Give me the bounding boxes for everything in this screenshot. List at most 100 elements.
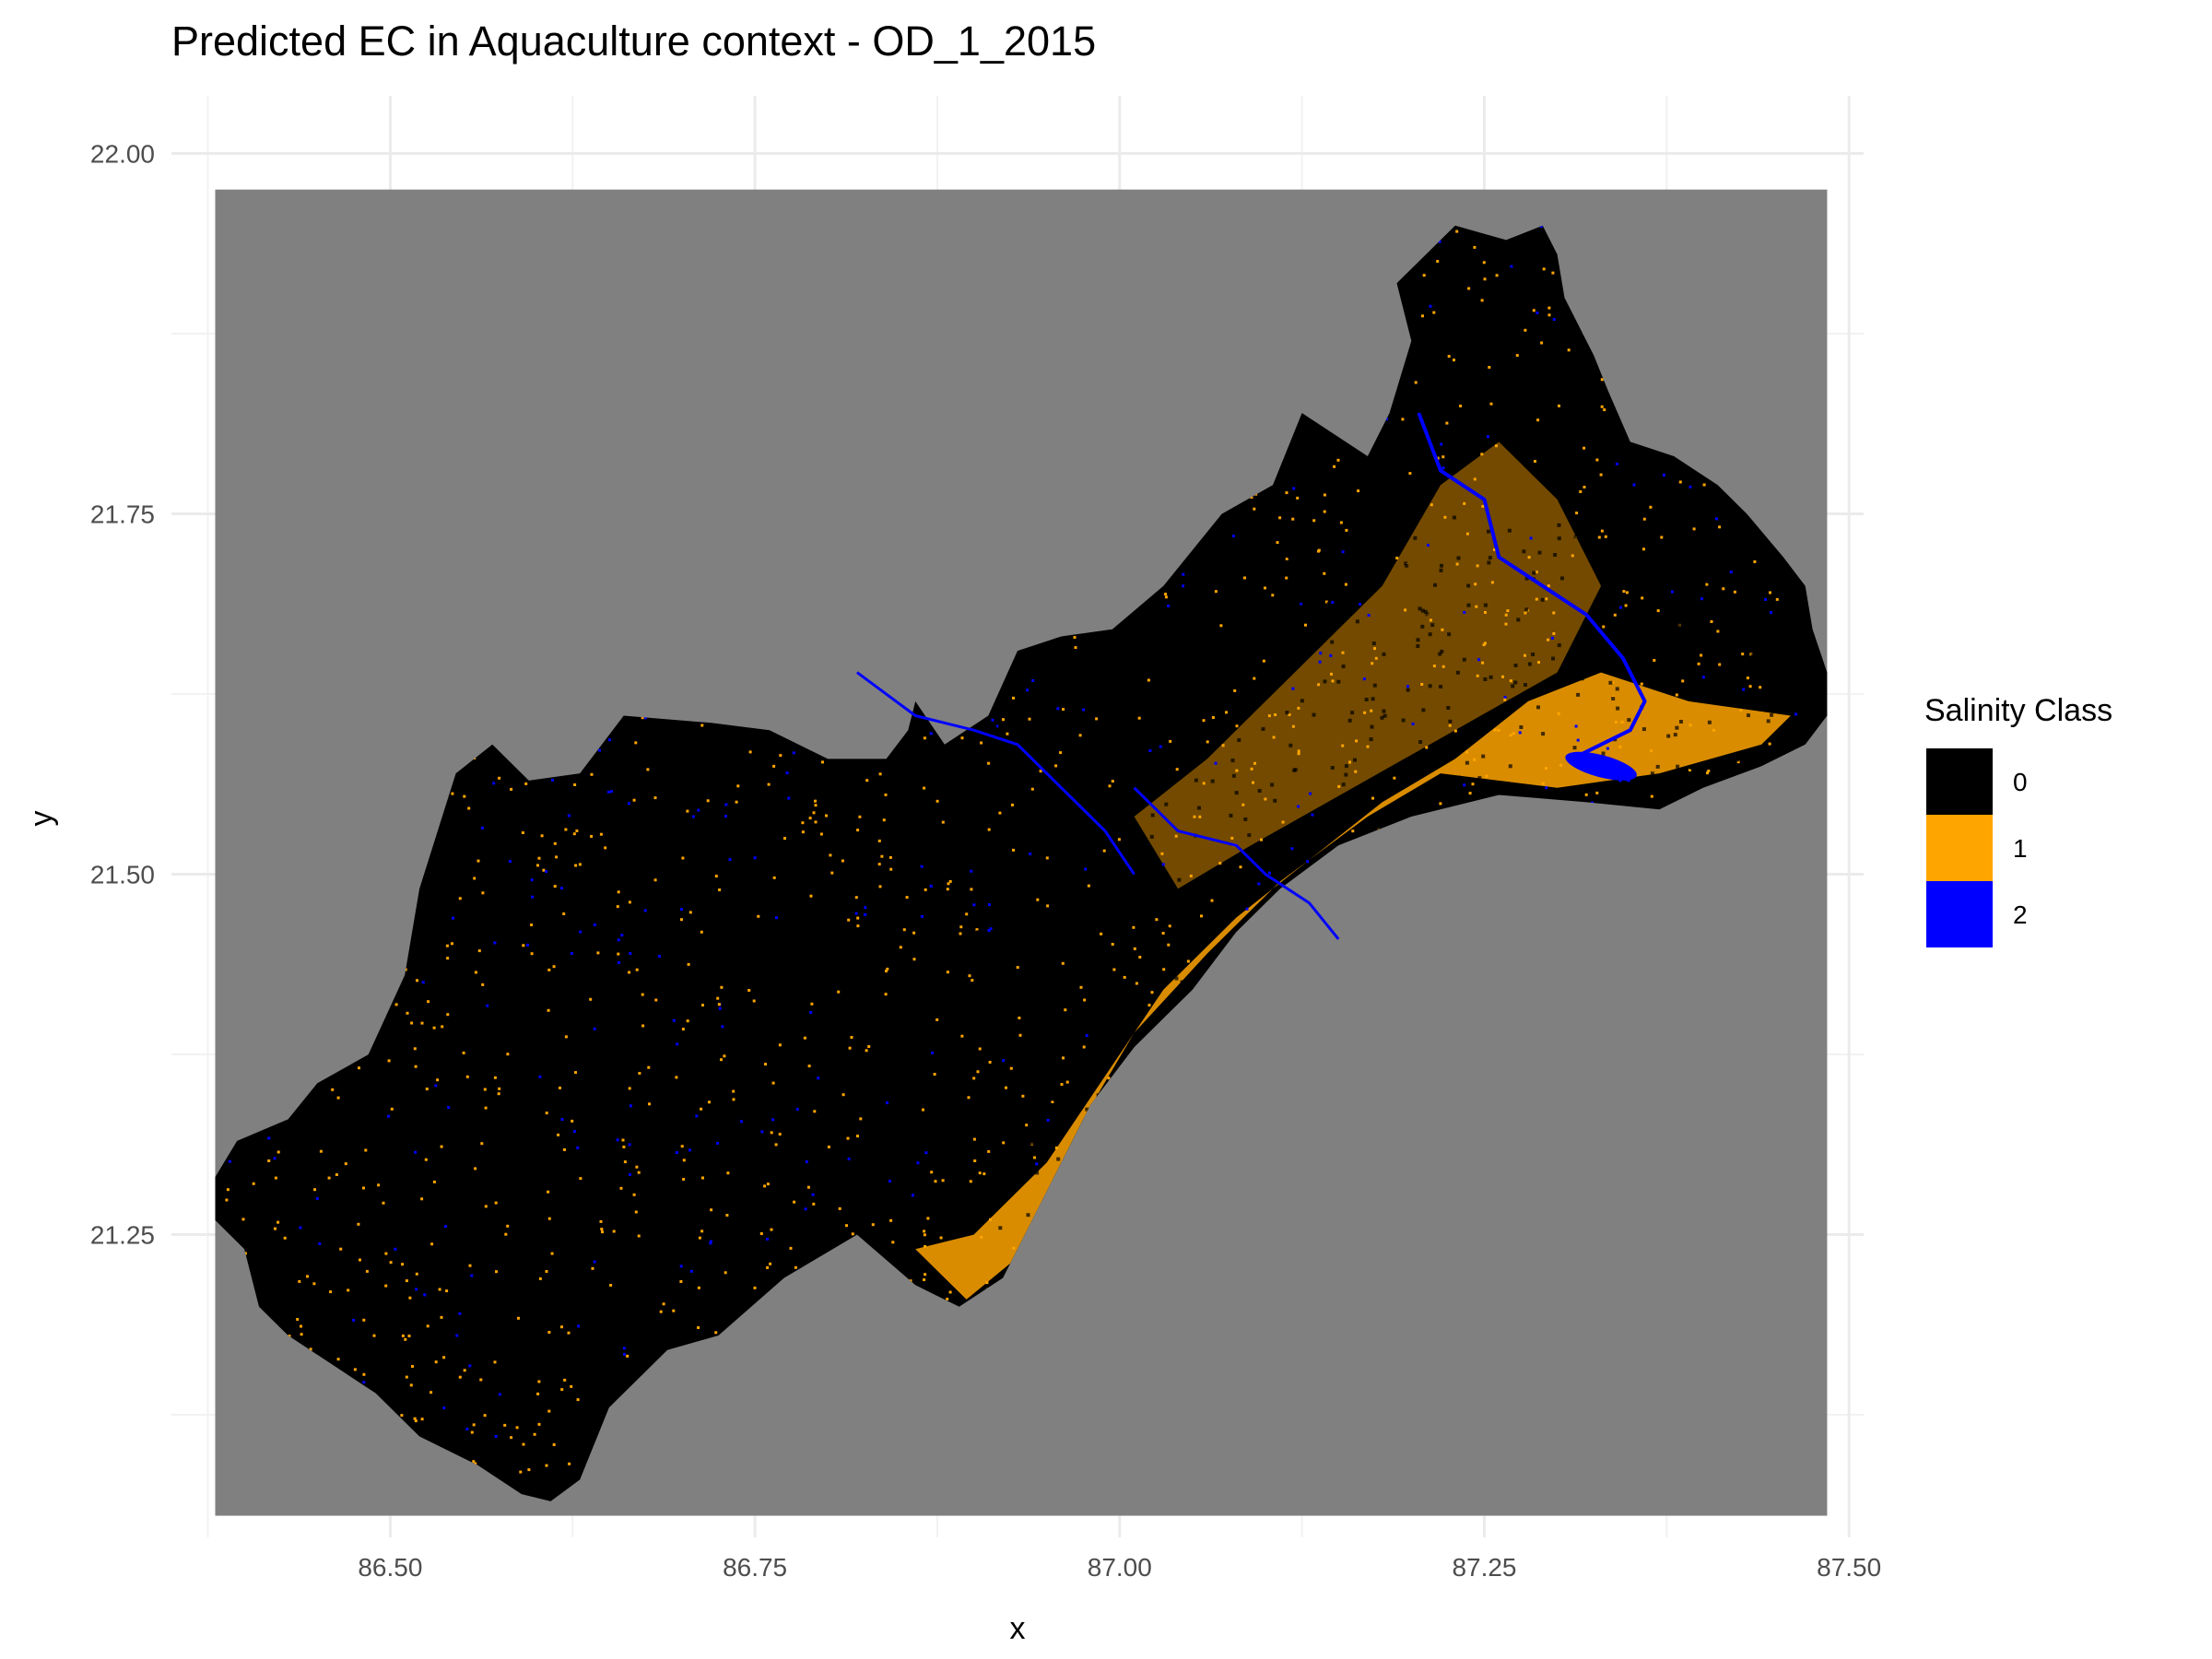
speckle xyxy=(1610,547,1615,552)
speckle xyxy=(1524,607,1529,612)
speckle xyxy=(1262,659,1265,663)
speckle xyxy=(609,1284,613,1287)
speckle xyxy=(1074,646,1077,650)
speckle xyxy=(267,1159,271,1162)
speckle xyxy=(608,738,611,742)
speckle xyxy=(530,878,534,882)
speckle xyxy=(364,1148,368,1152)
speckle xyxy=(1109,737,1113,742)
speckle xyxy=(1253,677,1256,680)
speckle xyxy=(1712,728,1715,732)
speckle xyxy=(434,1084,438,1088)
speckle xyxy=(978,978,982,982)
speckle xyxy=(987,761,991,765)
legend: Salinity Class 0 1 2 xyxy=(1924,693,2112,947)
speckle xyxy=(641,993,644,996)
speckle xyxy=(472,1460,476,1464)
speckle xyxy=(409,1383,413,1387)
speckle xyxy=(274,1176,277,1180)
speckle xyxy=(1597,666,1602,671)
speckle xyxy=(1579,490,1583,493)
speckle xyxy=(1729,663,1733,667)
speckle xyxy=(521,831,524,834)
speckle xyxy=(1540,597,1545,602)
speckle xyxy=(1385,418,1389,421)
speckle xyxy=(1557,536,1561,541)
speckle xyxy=(1504,622,1508,626)
speckle xyxy=(706,799,710,803)
speckle xyxy=(1075,965,1079,970)
speckle xyxy=(1138,956,1142,959)
speckle xyxy=(1082,1035,1086,1040)
speckle xyxy=(1573,535,1578,539)
speckle xyxy=(1746,677,1749,680)
speckle xyxy=(1416,644,1420,648)
speckle xyxy=(1128,1032,1133,1037)
speckle xyxy=(760,1130,764,1134)
speckle xyxy=(1149,834,1154,839)
speckle xyxy=(1040,987,1044,992)
speckle xyxy=(878,885,882,888)
speckle xyxy=(1462,657,1466,662)
speckle xyxy=(1018,1127,1023,1132)
speckle xyxy=(458,1375,462,1379)
speckle xyxy=(1117,838,1121,841)
speckle xyxy=(1384,809,1389,814)
speckle xyxy=(1126,997,1131,1001)
speckle xyxy=(991,718,994,722)
speckle xyxy=(1054,1146,1058,1149)
speckle xyxy=(1042,982,1047,987)
speckle xyxy=(1122,895,1126,900)
speckle xyxy=(1312,519,1316,523)
speckle xyxy=(1291,724,1295,728)
speckle xyxy=(1273,798,1277,803)
speckle xyxy=(589,997,593,1001)
speckle xyxy=(772,876,776,879)
speckle xyxy=(1309,591,1313,595)
speckle xyxy=(1235,769,1239,772)
speckle xyxy=(432,1180,436,1183)
speckle xyxy=(980,741,983,745)
speckle xyxy=(1524,611,1527,615)
speckle xyxy=(808,817,812,820)
speckle xyxy=(646,768,650,771)
speckle xyxy=(723,1054,726,1058)
speckle xyxy=(959,925,963,929)
speckle xyxy=(1265,590,1269,594)
speckle xyxy=(1718,535,1723,540)
speckle xyxy=(545,870,548,874)
speckle xyxy=(946,888,949,891)
speckle xyxy=(648,1102,651,1106)
speckle xyxy=(770,1131,773,1135)
speckle xyxy=(1142,673,1147,677)
speckle xyxy=(1018,1033,1022,1037)
speckle xyxy=(344,1162,347,1166)
speckle xyxy=(1268,871,1271,875)
speckle xyxy=(1263,879,1267,884)
speckle xyxy=(1706,771,1709,775)
speckle xyxy=(1532,309,1535,312)
speckle xyxy=(1210,899,1214,902)
speckle xyxy=(1423,609,1428,614)
inland-class-1-zone xyxy=(1134,441,1602,889)
speckle xyxy=(1371,796,1374,800)
speckle xyxy=(1112,898,1116,902)
speckle xyxy=(1677,623,1681,628)
speckle xyxy=(1495,444,1498,448)
speckle xyxy=(1513,664,1518,667)
y-tick-label: 21.50 xyxy=(90,861,155,889)
speckle xyxy=(891,1241,895,1244)
speckle xyxy=(498,776,501,780)
speckle xyxy=(1484,611,1487,614)
speckle xyxy=(1235,724,1239,728)
speckle xyxy=(1006,732,1009,735)
speckle xyxy=(228,1159,231,1163)
speckle xyxy=(468,1264,472,1267)
speckle xyxy=(1794,712,1797,716)
speckle xyxy=(1202,782,1206,785)
speckle xyxy=(960,736,964,740)
speckle xyxy=(1355,739,1359,743)
speckle xyxy=(985,1281,989,1285)
speckle xyxy=(629,1172,631,1176)
speckle xyxy=(267,1136,271,1140)
